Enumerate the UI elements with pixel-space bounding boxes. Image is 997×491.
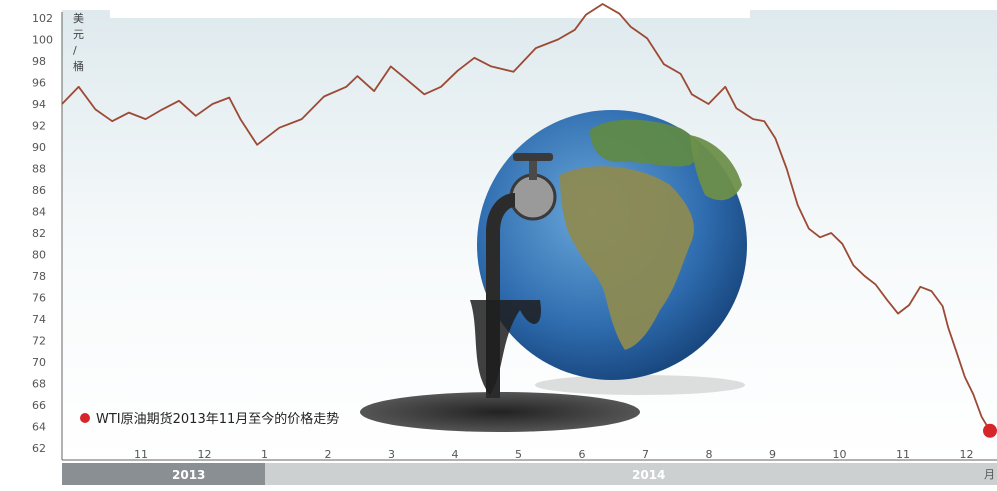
y-tick-label: 100 [32, 34, 53, 47]
unit-label: 美元/桶 [73, 12, 84, 73]
y-tick-label: 74 [32, 313, 46, 326]
y-tick-label: 90 [32, 141, 46, 154]
legend-text: WTI原油期货2013年11月至今的价格走势 [96, 411, 339, 427]
x-tick-label: 3 [388, 448, 395, 461]
x-tick-label: 5 [515, 448, 522, 461]
y-tick-label: 96 [32, 77, 46, 90]
x-tick-label: 8 [706, 448, 713, 461]
globe-oil-illustration [360, 110, 747, 432]
y-tick-label: 94 [32, 98, 46, 111]
globe-shadow [535, 375, 745, 395]
oil-splash [470, 300, 541, 395]
x-tick-label: 2 [325, 448, 332, 461]
year-label-2014: 2014 [632, 468, 665, 482]
legend-marker [80, 413, 90, 423]
x-tick-label: 12 [198, 448, 212, 461]
y-tick-label: 86 [32, 184, 46, 197]
pipe-elbow [486, 193, 516, 233]
wti-price-line [61, 3, 991, 432]
continent-asia [690, 135, 742, 201]
x-tick-label: 12 [960, 448, 974, 461]
continent-africa [560, 166, 694, 350]
x-tick-label: 11 [896, 448, 910, 461]
y-tick-label: 82 [32, 227, 46, 240]
y-tick-label: 62 [32, 442, 46, 455]
y-tick-label: 102 [32, 12, 53, 25]
y-tick-label: 84 [32, 206, 46, 219]
x-tick-labels: 11 12 1 2 3 4 5 6 7 8 9 10 11 12 [134, 448, 974, 461]
valve-wheel-icon [513, 153, 553, 161]
latest-price-marker [983, 423, 997, 438]
year-band-2013 [62, 463, 265, 485]
title-whiteout [110, 0, 750, 18]
x-tick-label: 4 [452, 448, 459, 461]
year-label-2013: 2013 [172, 468, 205, 482]
continent-europe [590, 119, 699, 167]
x-tick-label: 11 [134, 448, 148, 461]
year-band-2014 [265, 463, 997, 485]
y-tick-label: 78 [32, 270, 46, 283]
y-tick-label: 64 [32, 421, 46, 434]
x-tick-label: 10 [833, 448, 847, 461]
y-tick-label: 80 [32, 249, 46, 262]
valve-stem [529, 160, 537, 180]
y-tick-label: 76 [32, 292, 46, 305]
y-tick-label: 66 [32, 399, 46, 412]
valve-body-icon [509, 173, 557, 221]
x-tick-label: 1 [261, 448, 268, 461]
y-tick-label: 98 [32, 55, 46, 68]
x-unit-label: 月 [984, 468, 995, 481]
x-tick-label: 9 [769, 448, 776, 461]
y-tick-label: 92 [32, 120, 46, 133]
y-tick-label: 68 [32, 378, 46, 391]
y-tick-labels: 62 64 66 68 70 72 74 76 78 80 82 84 86 88 90 92 94 96 98 10… [32, 12, 53, 455]
y-tick-label: 70 [32, 356, 46, 369]
x-tick-label: 6 [579, 448, 586, 461]
y-tick-label: 72 [32, 335, 46, 348]
x-tick-label: 7 [642, 448, 649, 461]
oil-puddle [360, 392, 640, 432]
y-tick-label: 88 [32, 163, 46, 176]
